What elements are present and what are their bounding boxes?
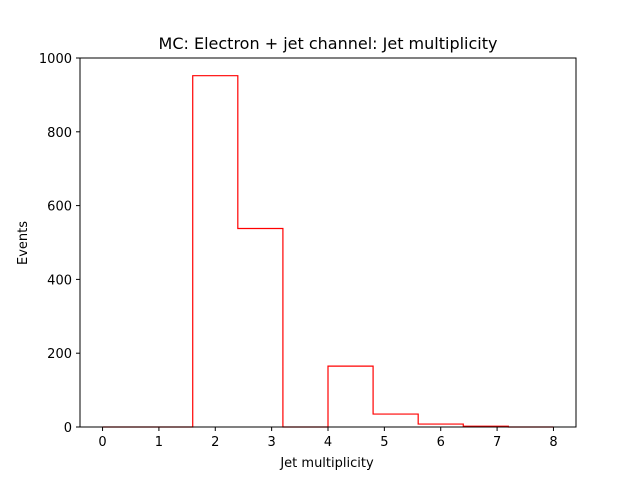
y-tick-label: 600 [47, 200, 72, 215]
histogram-step-line [102, 75, 554, 428]
x-tick-label: 0 [98, 435, 106, 450]
x-tick-label: 1 [155, 435, 163, 450]
x-axis-label: Jet multiplicity [279, 456, 374, 471]
y-tick-label: 200 [47, 347, 72, 362]
y-tick-label: 800 [47, 126, 72, 141]
y-tick-label: 400 [47, 273, 72, 288]
x-tick-label: 4 [324, 435, 332, 450]
x-tick-label: 7 [493, 435, 501, 450]
plot-frame [79, 57, 577, 428]
y-axis: 0 200 400 600 800 1000 [39, 52, 80, 436]
x-tick-label: 2 [211, 435, 219, 450]
x-axis: 0 1 2 3 4 5 6 7 8 [98, 427, 558, 450]
x-tick-label: 8 [549, 435, 557, 450]
chart-title: MC: Electron + jet channel: Jet multipli… [159, 34, 498, 53]
y-tick-label: 0 [64, 421, 72, 436]
x-tick-label: 6 [437, 435, 445, 450]
y-tick-label: 1000 [39, 52, 72, 67]
x-tick-label: 3 [267, 435, 275, 450]
y-axis-label: Events [16, 221, 31, 265]
x-tick-label: 5 [380, 435, 388, 450]
